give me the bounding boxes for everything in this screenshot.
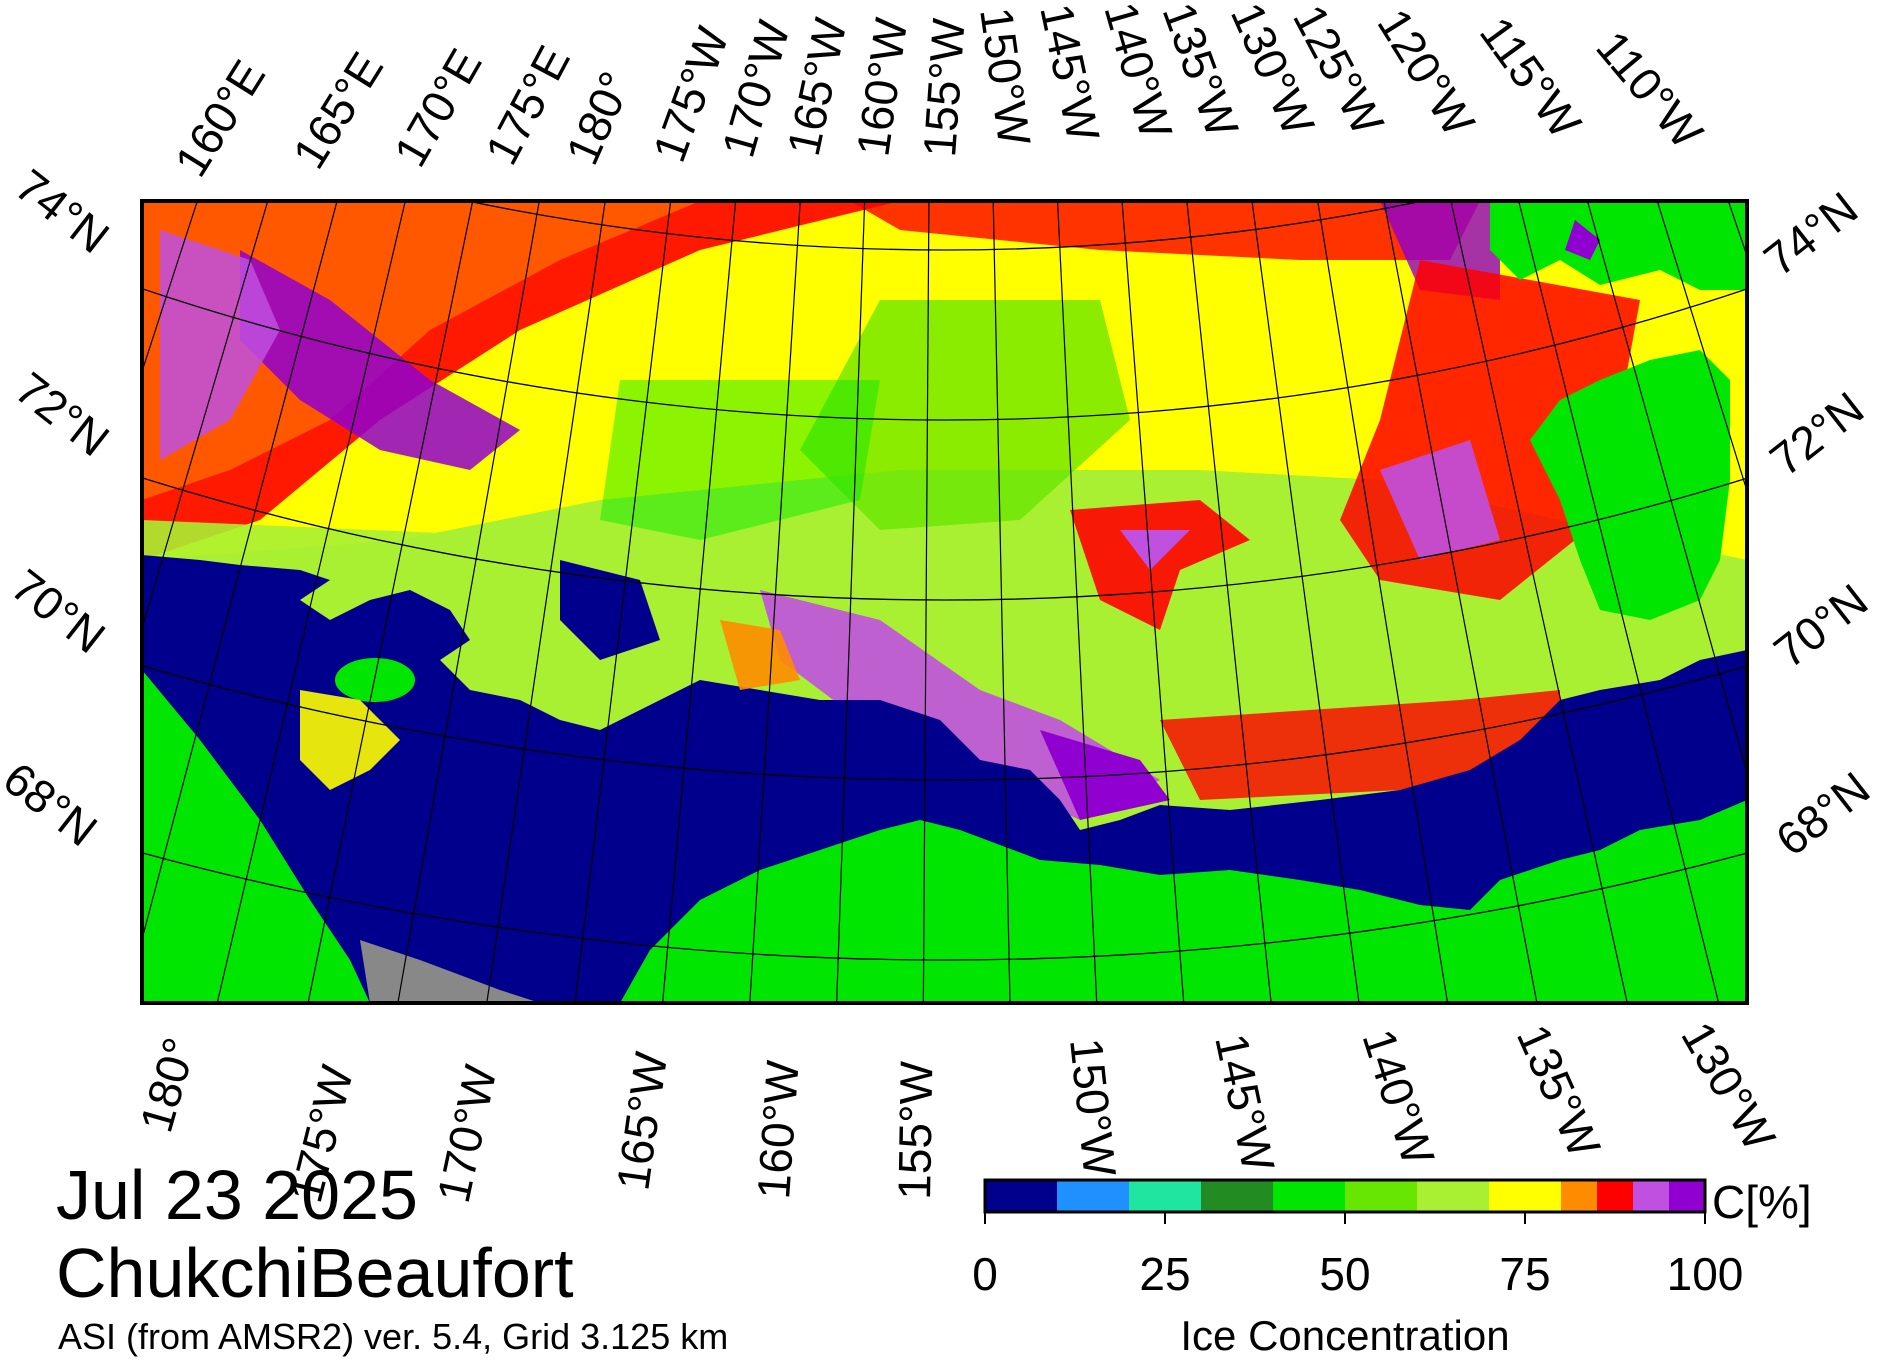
meridian-line	[307, 201, 474, 1003]
colorbar-title: Ice Concentration	[1180, 1312, 1509, 1359]
canadian-archipelago-land	[1530, 350, 1730, 620]
bottom-lon-label-150w: 150°W	[1060, 1036, 1126, 1180]
meridian-line	[142, 201, 269, 631]
top-lon-label-170e: 170°E	[384, 40, 492, 175]
map-region-title: ChukchiBeaufort	[56, 1234, 574, 1312]
bottom-lon-label-155w: 155°W	[888, 1060, 942, 1200]
top-lon-label-160e: 160°E	[164, 51, 275, 185]
colorbar-bin-5	[1345, 1180, 1418, 1212]
left-lat-label-68n: 68°N	[0, 752, 107, 856]
banks-island-north	[1490, 201, 1747, 290]
meridian-line	[1450, 201, 1628, 1003]
land-areas	[142, 201, 1747, 1003]
meridian-line	[1317, 201, 1449, 1003]
colorbar-bin-0	[985, 1180, 1058, 1212]
meridian-line	[1121, 201, 1185, 1003]
meridian-line	[1186, 201, 1272, 1003]
right-latitude-labels: 74°N 72°N 70°N 68°N	[1754, 182, 1879, 866]
colorbar-tick-label: 75	[1499, 1248, 1550, 1300]
meridian-line	[1251, 201, 1360, 1003]
meridian-line	[1383, 201, 1538, 1003]
bottom-lon-label-180: 180°	[130, 1032, 206, 1138]
colorbar-bin-6	[1417, 1180, 1490, 1212]
meridian-line	[574, 201, 672, 1003]
right-lat-label-68n: 68°N	[1766, 762, 1879, 866]
colorbar-tick-label: 25	[1139, 1248, 1190, 1300]
top-lon-label-115w: 115°W	[1470, 7, 1592, 147]
meridian-line	[662, 201, 737, 1003]
colorbar-bin-3	[1201, 1180, 1274, 1212]
left-latitude-labels: 74°N 72°N 70°N 68°N	[0, 159, 119, 856]
no-data-patch	[360, 940, 540, 1003]
top-lon-label-160w: 160°W	[846, 14, 917, 159]
meridian-line	[216, 201, 406, 1003]
colorbar-ticks: 0 25 50 75 100	[972, 1212, 1743, 1300]
colorbar-bin-8	[1561, 1180, 1598, 1212]
left-lat-label-72n: 72°N	[6, 362, 119, 466]
top-lon-label-150w: 150°W	[970, 4, 1041, 149]
right-lat-label-70n: 70°N	[1764, 574, 1877, 678]
colorbar-tick-label: 0	[972, 1248, 998, 1300]
meridian-line	[749, 201, 801, 1003]
colorbar-bin-4	[1273, 1180, 1346, 1212]
left-lat-label-74n: 74°N	[6, 159, 119, 263]
meridian-line	[397, 201, 540, 1003]
left-lat-label-70n: 70°N	[2, 559, 115, 663]
product-description: ASI (from AMSR2) ver. 5.4, Grid 3.125 km	[58, 1316, 729, 1357]
colorbar-bins	[985, 1180, 1706, 1212]
colorbar-tick-label: 100	[1667, 1248, 1744, 1300]
top-longitude-labels: 160°E 165°E 170°E 175°E 180° 175°W 170°W…	[164, 0, 1713, 185]
meridian-line	[1656, 201, 1747, 493]
island-patch	[335, 658, 415, 702]
meridian-line	[836, 201, 866, 1003]
map-date: Jul 23 2025	[56, 1156, 418, 1234]
top-lon-label-155w: 155°W	[913, 16, 975, 158]
right-lat-label-74n: 74°N	[1754, 182, 1867, 286]
bottom-lon-label-165w: 165°W	[606, 1048, 677, 1193]
bottom-lon-label-160w: 160°W	[747, 1058, 809, 1200]
right-lat-label-72n: 72°N	[1760, 382, 1873, 486]
ice-concentration-colorbar: 0 25 50 75 100 C[%] Ice Concentration	[972, 1176, 1811, 1359]
meridian-line	[1882, 0, 1890, 795]
colorbar-bin-1	[1057, 1180, 1130, 1212]
colorbar-bin-11	[1669, 1180, 1706, 1212]
meridian-line	[922, 201, 930, 1003]
colorbar-unit-label: C[%]	[1712, 1176, 1812, 1228]
colorbar-bin-2	[1129, 1180, 1202, 1212]
colorbar-bin-9	[1597, 1180, 1634, 1212]
meridian-line	[992, 201, 1011, 1003]
ice-concentration-map	[142, 0, 1890, 1003]
bottom-lon-label-140w: 140°W	[1352, 1023, 1444, 1171]
meridian-line	[1056, 201, 1098, 1003]
ice-concentration-field	[142, 201, 1747, 820]
alaska-land	[620, 800, 1747, 1003]
map-graticule	[142, 0, 1890, 1003]
meridian-line	[142, 201, 338, 942]
colorbar-bin-7	[1489, 1180, 1562, 1212]
bottom-lon-label-130w: 130°W	[1671, 1013, 1786, 1160]
colorbar-bin-10	[1633, 1180, 1670, 1212]
top-lon-label-110w: 110°W	[1586, 21, 1713, 158]
map-frame	[140, 199, 1749, 1005]
bottom-lon-label-135w: 135°W	[1507, 1017, 1611, 1165]
bottom-lon-label-170w: 170°W	[427, 1060, 507, 1207]
top-lon-label-120w: 120°W	[1368, 0, 1486, 145]
meridian-line	[486, 201, 606, 1003]
colorbar-tick-label: 50	[1319, 1248, 1370, 1300]
bottom-lon-label-145w: 145°W	[1205, 1029, 1285, 1176]
meridian-line	[1518, 201, 1720, 1003]
meridian-line	[1586, 201, 1747, 775]
top-lon-label-165e: 165°E	[282, 43, 393, 177]
